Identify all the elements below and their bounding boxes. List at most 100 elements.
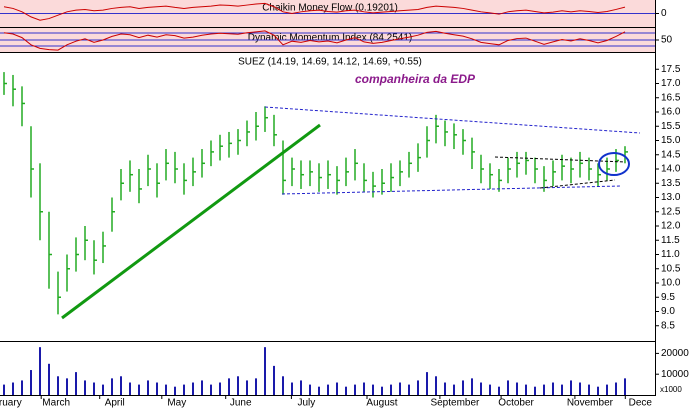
- x-tick-label: Dece: [629, 398, 653, 409]
- trend-line: [61, 123, 321, 320]
- volume-bar: [66, 378, 68, 395]
- volume-bar: [543, 384, 545, 395]
- volume-bar: [390, 384, 392, 395]
- volume-bar: [381, 386, 383, 395]
- volume-bar: [588, 384, 590, 395]
- y-tick-label: 13.5: [661, 178, 681, 189]
- volume-bar: [219, 382, 221, 395]
- y-tick-label: 14.5: [661, 149, 681, 160]
- x-tick-label: September: [430, 398, 480, 409]
- volume-bar: [570, 380, 572, 395]
- volume-bar: [3, 384, 5, 395]
- y-tick-label: 9.5: [661, 292, 675, 303]
- y-tick-label: 0: [661, 8, 667, 19]
- highlight-circle: [598, 152, 630, 176]
- volume-bar: [309, 384, 311, 395]
- y-tick-label: 9.0: [661, 306, 675, 317]
- x-tick-label: April: [105, 398, 125, 409]
- volume-bar: [102, 384, 104, 395]
- volume-bar: [552, 382, 554, 395]
- volume-bar: [534, 386, 536, 395]
- volume-bar: [174, 386, 176, 395]
- volume-bar: [606, 384, 608, 395]
- volume-bar: [264, 347, 266, 395]
- volume-bar: [318, 386, 320, 395]
- y-tick-label: 11.5: [661, 235, 680, 246]
- volume-bar: [228, 378, 230, 395]
- volume-bar: [453, 384, 455, 395]
- volume-bar: [48, 363, 50, 395]
- y-tick-label: 20000: [661, 348, 689, 359]
- volume-bar: [147, 380, 149, 395]
- y-tick-label: 12.0: [661, 221, 681, 232]
- y-tick-label: 17.0: [661, 78, 681, 89]
- volume-bar: [597, 386, 599, 395]
- indicator-line: [3, 2, 626, 21]
- volume-bar: [57, 376, 59, 395]
- volume-bar: [408, 384, 410, 395]
- volume-bar: [39, 347, 41, 395]
- y-tick-label: 16.0: [661, 107, 681, 118]
- volume-bar: [579, 382, 581, 395]
- volume-bar: [246, 380, 248, 395]
- volume-bar: [21, 380, 23, 395]
- volume-bar: [129, 382, 131, 395]
- y-tick-label: 15.5: [661, 121, 681, 132]
- y-tick-label: 10.0: [661, 278, 681, 289]
- y-tick-label: 10000: [661, 369, 689, 380]
- volume-bar: [120, 376, 122, 395]
- indicator-line: [3, 30, 626, 51]
- trend-line: [264, 106, 641, 134]
- volume-bar: [561, 384, 563, 395]
- volume-bar: [165, 384, 167, 395]
- x-tick-label: August: [366, 398, 397, 409]
- volume-bar: [30, 370, 32, 395]
- volume-bar: [471, 378, 473, 395]
- x-tick-label: ruary: [0, 398, 22, 409]
- volume-bar: [480, 382, 482, 395]
- volume-bar: [12, 382, 14, 395]
- y-tick-label: 12.5: [661, 206, 681, 217]
- volume-bar: [516, 382, 518, 395]
- volume-bar: [75, 372, 77, 395]
- volume-bar: [111, 378, 113, 395]
- indicator-title: Dynamic Momentum Index (84.2541): [248, 33, 413, 44]
- y-tick-label: 8.5: [661, 320, 675, 331]
- volume-bar: [489, 384, 491, 395]
- volume-bar: [291, 382, 293, 395]
- volume-bar: [192, 382, 194, 395]
- volume-bar: [201, 380, 203, 395]
- volume-bar: [183, 384, 185, 395]
- volume-bar: [300, 380, 302, 395]
- indicator-title: Chaikin Money Flow (0.19201): [262, 3, 398, 14]
- y-tick-label: 16.5: [661, 92, 681, 103]
- volume-bar: [615, 382, 617, 395]
- y-tick-label: 14.0: [661, 164, 681, 175]
- volume-bar: [624, 378, 626, 395]
- volume-bar: [282, 376, 284, 395]
- volume-bar: [336, 382, 338, 395]
- y-tick-label: 15.0: [661, 135, 681, 146]
- x-tick-label: May: [167, 398, 186, 409]
- x-tick-label: October: [498, 398, 534, 409]
- trend-line: [494, 156, 626, 163]
- y-tick-label: 10.5: [661, 263, 681, 274]
- y-tick-label: 13.0: [661, 192, 681, 203]
- x-tick-label: July: [298, 398, 316, 409]
- y-tick-label: 50: [661, 35, 673, 46]
- y-tick-label: 11.0: [661, 249, 680, 260]
- volume-bar: [345, 386, 347, 395]
- volume-bar: [444, 382, 446, 395]
- volume-bar: [84, 380, 86, 395]
- chart-title: SUEZ (14.19, 14.69, 14.12, 14.69, +0.55): [238, 57, 422, 68]
- y-unit-label: x1000: [660, 385, 682, 394]
- volume-bar: [498, 386, 500, 395]
- volume-bar: [462, 380, 464, 395]
- volume-bar: [399, 382, 401, 395]
- trend-line: [539, 179, 616, 189]
- volume-bar: [327, 384, 329, 395]
- volume-bar: [525, 384, 527, 395]
- trend-line: [281, 185, 621, 195]
- volume-bar: [138, 384, 140, 395]
